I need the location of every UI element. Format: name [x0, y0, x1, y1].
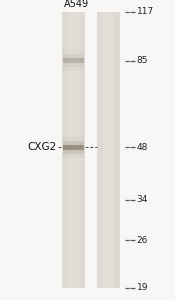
Bar: [103, 12, 114, 288]
Bar: [97, 12, 120, 288]
Bar: [63, 145, 84, 150]
Text: 85: 85: [136, 56, 148, 65]
Bar: [62, 12, 85, 288]
Bar: [63, 54, 84, 67]
Bar: [63, 58, 84, 63]
Bar: [63, 140, 84, 154]
Bar: [63, 50, 84, 71]
Bar: [63, 136, 84, 158]
Text: CXG2: CXG2: [28, 142, 57, 152]
Text: 26: 26: [136, 236, 148, 245]
Text: A549: A549: [64, 0, 89, 9]
Text: 48: 48: [136, 143, 148, 152]
Bar: [68, 12, 79, 288]
Text: 34: 34: [136, 195, 148, 204]
Text: 19: 19: [136, 284, 148, 292]
Text: 117: 117: [136, 8, 154, 16]
